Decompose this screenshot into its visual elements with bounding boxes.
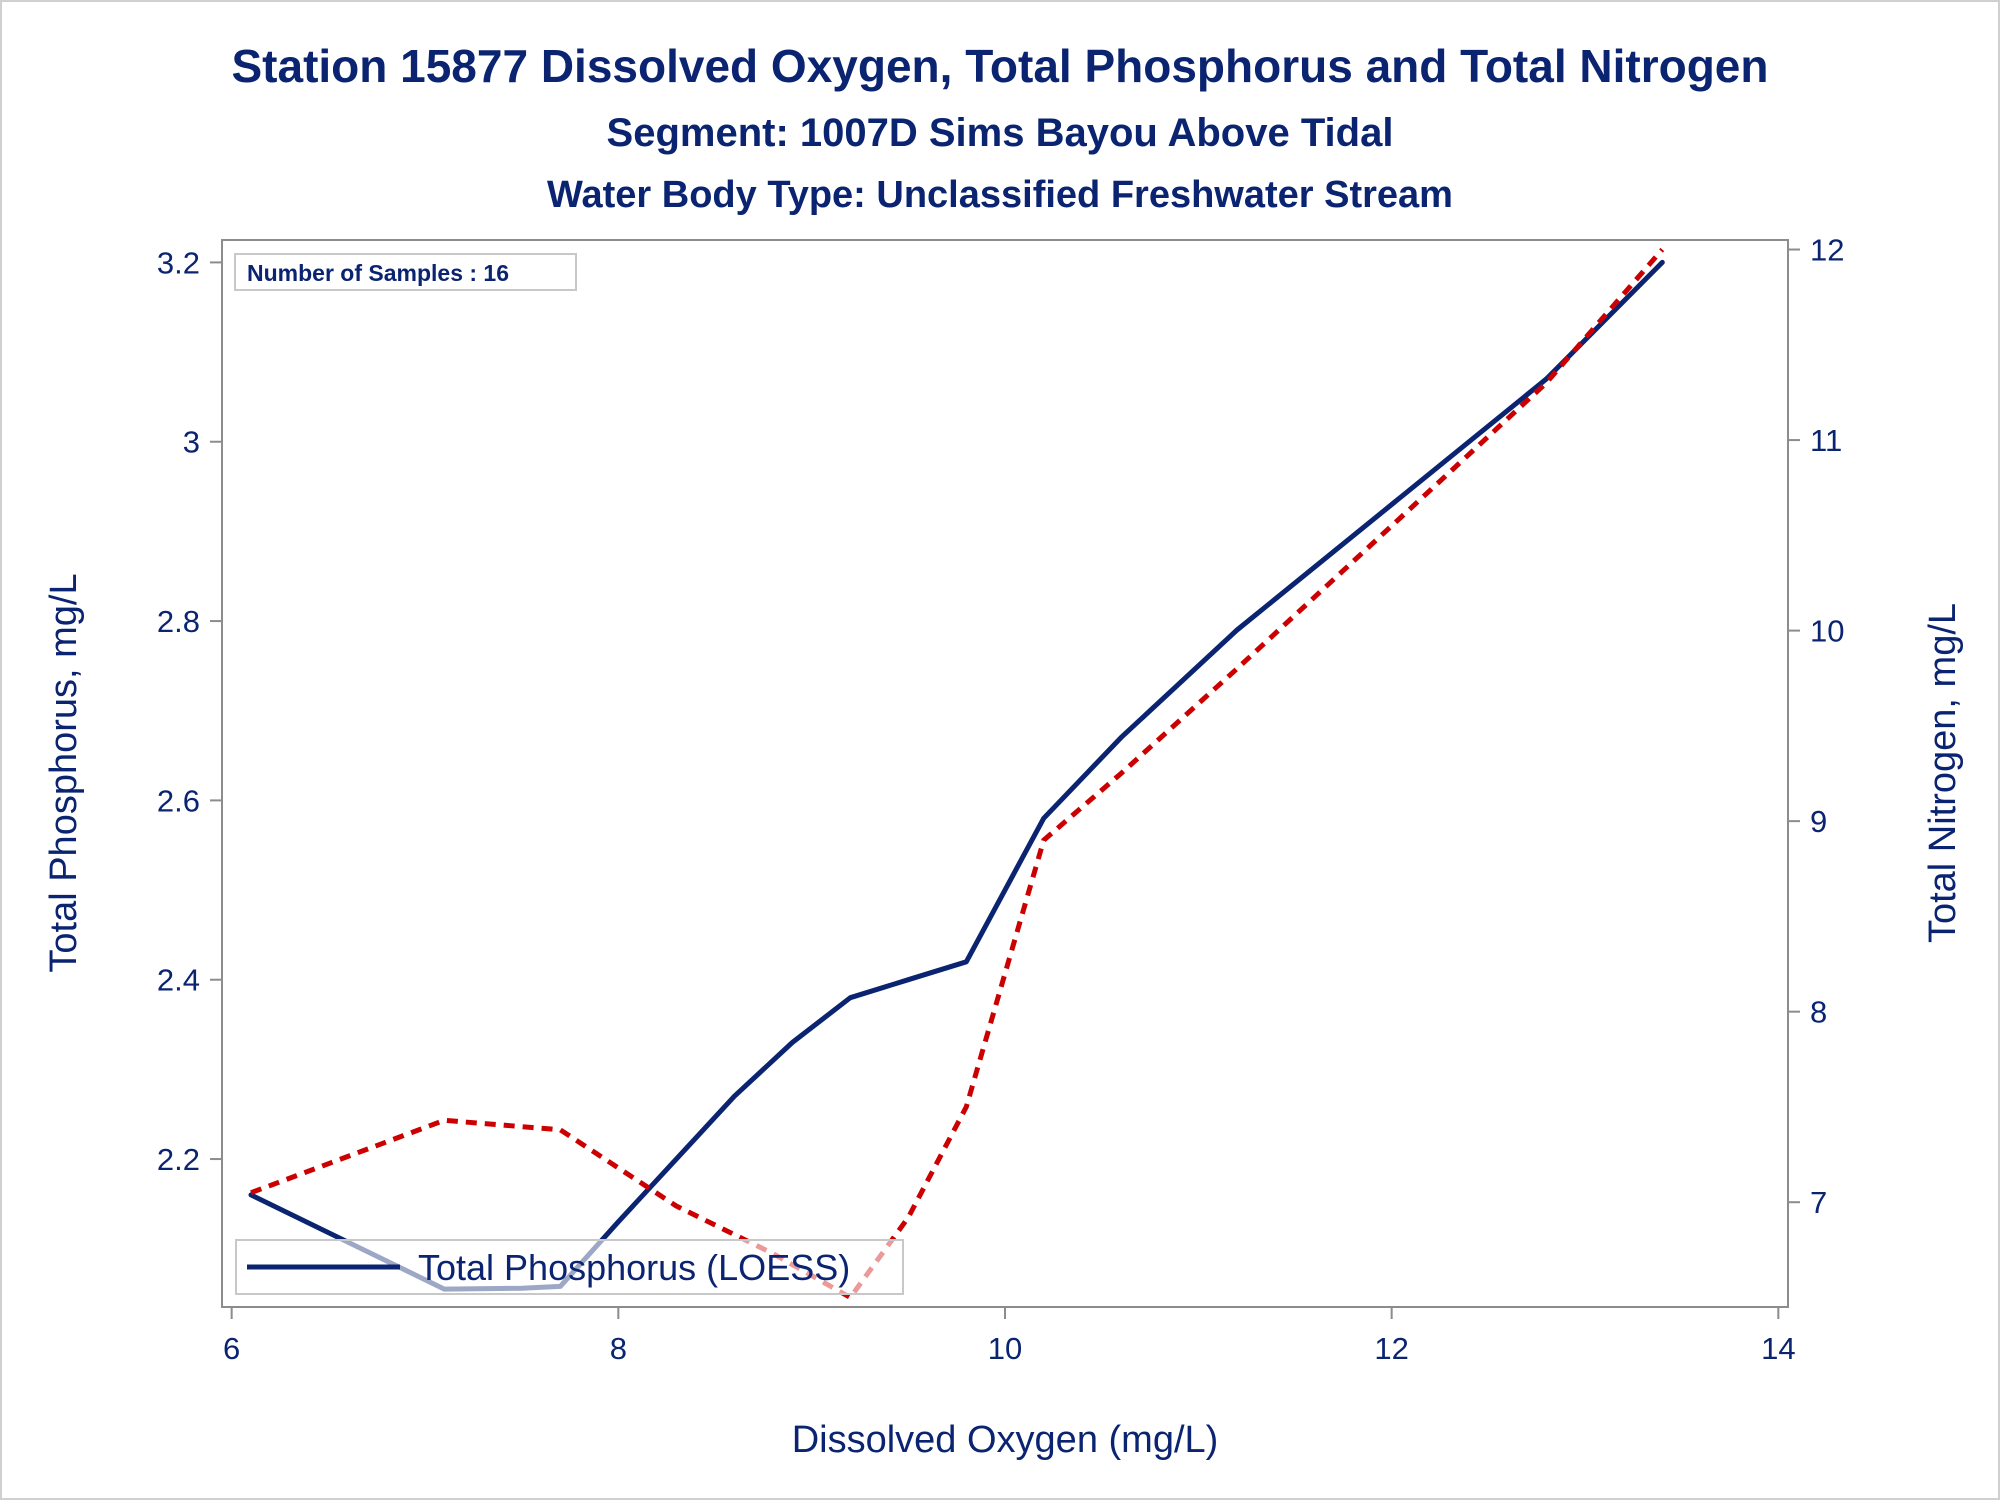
x-tick-label: 12 (1374, 1331, 1408, 1366)
chart-title: Station 15877 Dissolved Oxygen, Total Ph… (231, 40, 1768, 92)
y-tick-label: 3.2 (157, 245, 200, 280)
plot-area (221, 239, 1789, 1308)
y2-tick-label: 8 (1810, 995, 1827, 1030)
axis-ticks: 6 8 10 12 14 2.2 2.4 2.6 2.8 3 3.2 7 8 9 10 11 12 (157, 233, 1845, 1366)
y-tick-label: 3 (183, 425, 200, 460)
chart-subtitle-2: Water Body Type: Unclassified Freshwater… (547, 174, 1453, 216)
x-tick-label: 8 (610, 1331, 627, 1366)
x-tick-label: 14 (1761, 1331, 1795, 1366)
y2-axis-label: Total Nitrogen, mg/L (1922, 603, 1964, 943)
series-line-phosphorus (248, 259, 1665, 1292)
y-tick-label: 2.6 (157, 783, 200, 818)
y-tick-label: 2.2 (157, 1142, 200, 1177)
sample-count-text: Number of Samples : 16 (247, 260, 509, 286)
sample-count-box (234, 253, 577, 291)
y-tick-label: 2.4 (157, 963, 200, 998)
x-tick-label: 10 (988, 1331, 1022, 1366)
y2-tick-label: 7 (1810, 1185, 1827, 1220)
series-line-nitrogen (250, 247, 1665, 1300)
legend-label-phosphorus: Total Phosphorus (LOESS) (418, 1247, 850, 1288)
y2-tick-label: 10 (1810, 614, 1844, 649)
y2-tick-label: 9 (1810, 804, 1827, 839)
x-tick-label: 6 (223, 1331, 240, 1366)
y-tick-label: 2.8 (157, 604, 200, 639)
x-axis-label: Dissolved Oxygen (mg/L) (792, 1419, 1219, 1461)
legend: Total Phosphorus (LOESS) (235, 1239, 904, 1295)
chart-subtitle: Segment: 1007D Sims Bayou Above Tidal (607, 111, 1394, 155)
series-layer (248, 247, 1665, 1300)
y2-tick-label: 12 (1810, 233, 1844, 268)
y-axis-label: Total Phosphorus, mg/L (43, 573, 85, 972)
y2-tick-label: 11 (1810, 423, 1842, 458)
